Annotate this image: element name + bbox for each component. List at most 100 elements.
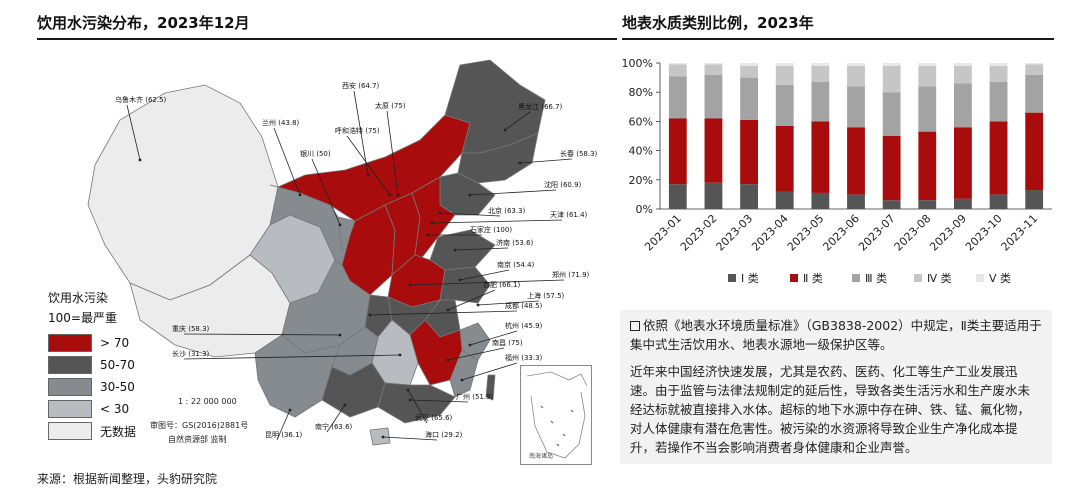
city-label: 杭州 (45.9): [505, 321, 543, 330]
chart-panel-title-rule: [622, 38, 1054, 40]
bar-segment: [704, 74, 723, 119]
map-panel-title-rule: [37, 38, 617, 40]
bar-segment: [775, 125, 794, 192]
map-legend-label: 无数据: [100, 424, 137, 439]
city-label: 乌鲁木齐 (62.5): [115, 95, 167, 104]
bar-segment: [882, 200, 901, 209]
city-leader-tip: [458, 278, 462, 282]
map-legend-item: 50-70: [48, 354, 158, 376]
y-tick-label: 0%: [636, 203, 653, 216]
bar-segment: [882, 136, 901, 201]
bar-segment: [740, 184, 758, 209]
bar-segment: [668, 76, 687, 119]
bar-segment: [954, 65, 972, 84]
city-leader-tip: [468, 343, 472, 347]
x-tick-label: 2023-02: [678, 212, 720, 254]
bar-segment: [740, 63, 758, 66]
bar-segment: [882, 92, 901, 136]
city-label: 黑龙江 (66.7): [518, 102, 563, 111]
bar-segment: [668, 64, 687, 77]
city-label: 银川 (50): [300, 149, 331, 158]
city-label: 北京 (63.3): [488, 206, 526, 215]
city-leader-tip: [518, 161, 522, 165]
china-pollution-map: 乌鲁木齐 (62.5) 西安 (64.7) 太原 (75) 黑龙江 (66.7) 兰州 …: [87, 59, 598, 446]
region-taiwan: [485, 374, 496, 401]
chart-bars: [668, 63, 1044, 209]
bar-segment: [882, 63, 901, 66]
city-leader-line: [346, 135, 391, 196]
region-hainan: [369, 427, 391, 446]
city-leader-line: [126, 104, 141, 161]
checkbox-icon: [630, 321, 640, 331]
bar-segment: [704, 182, 723, 209]
city-leader-line: [409, 279, 565, 286]
city-leader-line: [477, 300, 540, 306]
bar-segment: [811, 63, 830, 66]
south-china-sea-inset: 南海诸岛: [520, 365, 592, 465]
city-leader-line: [382, 436, 438, 441]
map-legend-label: 30-50: [100, 380, 135, 394]
source-note: 来源：根据新闻整理，头豹研究院: [37, 472, 218, 486]
city-leader-tip: [388, 193, 392, 197]
x-tick-label: 2023-04: [749, 212, 791, 254]
bar-segment: [811, 192, 830, 209]
city-label: 南京 (54.4): [497, 260, 535, 269]
city-leader-tip: [430, 221, 434, 225]
notes-paragraph-1-wrap: 依照《地表水环境质量标准》（GB3838-2002）中规定，Ⅱ类主要适用于集中式…: [630, 316, 1042, 354]
map-legend-label: > 70: [100, 336, 130, 350]
city-leader-tip: [298, 193, 302, 197]
bar-segment: [847, 86, 865, 128]
city-leader-line: [454, 247, 509, 251]
city-leader-tip: [338, 223, 342, 227]
bar-segment: [847, 127, 865, 195]
city-leader-line: [183, 354, 401, 360]
bar-segment: [740, 119, 758, 185]
legend-label: Ⅰ 类: [741, 271, 759, 285]
city-leader-line: [276, 409, 291, 441]
bar-segment: [775, 65, 794, 85]
city-leader-tip: [446, 358, 450, 362]
map-legend-item: > 70: [48, 332, 158, 354]
bar-segment: [1025, 63, 1044, 65]
map-legend: 饮用水污染 100=最严重 > 70 50-70 30-50 < 30 无数据: [48, 290, 158, 442]
city-leader-tip: [408, 398, 412, 402]
city-label: 呼和浩特 (75): [335, 126, 380, 135]
map-panel-title: 饮用水污染分布，2023年12月: [37, 14, 250, 32]
city-label: 兰州 (43.8): [262, 118, 300, 127]
city-leader-tip: [468, 193, 472, 197]
city-label: 上海 (57.5): [527, 291, 565, 300]
bar-segment: [918, 65, 937, 87]
bar-segment: [989, 81, 1008, 122]
bar-segment: [954, 198, 972, 209]
map-legend-title-line2: 100=最严重: [48, 311, 117, 325]
city-leader-tip: [446, 308, 450, 312]
city-leader-tip: [453, 248, 457, 252]
city-leader-line: [326, 404, 346, 433]
map-legend-title-line1: 饮用水污染: [48, 291, 109, 305]
map-legend-swatch: [48, 356, 92, 374]
city-label: 合肥 (66.1): [483, 280, 521, 289]
city-leader-tip: [138, 158, 142, 162]
x-tick-label: 2023-07: [856, 212, 898, 254]
map-legend-swatch: [48, 400, 92, 418]
x-tick-label: 2023-11: [999, 212, 1041, 254]
city-leader-line: [369, 310, 518, 316]
city-leader-tip: [338, 333, 342, 337]
city-leader-line: [469, 189, 557, 196]
city-leader-tip: [288, 408, 292, 412]
bar-segment: [740, 65, 758, 78]
x-tick-label: 2023-05: [785, 212, 827, 254]
x-tick-label: 2023-10: [963, 212, 1005, 254]
city-leader-tip: [476, 303, 480, 307]
city-leader-tip: [408, 283, 412, 287]
legend-swatch: [728, 274, 736, 282]
city-leader-line: [183, 333, 341, 336]
inset-map: [526, 371, 588, 459]
bar-segment: [704, 118, 723, 183]
x-tick-label: 2023-06: [820, 212, 862, 254]
bar-segment: [954, 63, 972, 66]
city-leader-tip: [366, 173, 370, 177]
bar-segment: [1025, 190, 1044, 209]
chart-x-tick-labels: 2023-012023-022023-032023-042023-052023-…: [642, 212, 1040, 254]
legend-label: Ⅲ 类: [865, 271, 887, 285]
